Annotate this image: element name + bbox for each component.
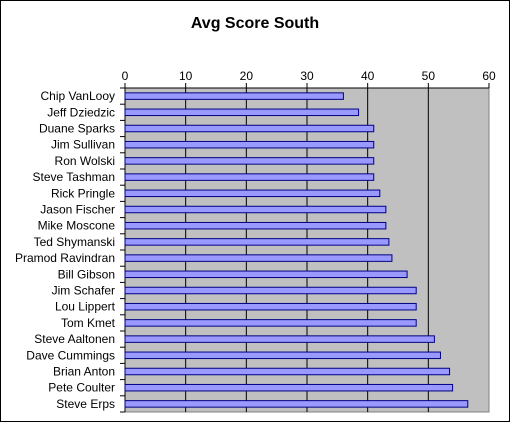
bar — [124, 108, 360, 117]
bar — [124, 157, 375, 165]
bar — [124, 335, 435, 343]
bar — [124, 140, 375, 149]
bar — [124, 367, 451, 376]
category-label: Jeff Dziedzic — [47, 105, 115, 119]
x-tick-label: 10 — [179, 69, 193, 83]
bar — [124, 254, 393, 262]
x-tick-label: 60 — [482, 69, 496, 83]
bar — [124, 189, 381, 198]
category-label: Ron Wolski — [55, 154, 115, 168]
bar — [124, 221, 387, 230]
chart-title: Avg Score South — [190, 15, 320, 32]
bar — [124, 205, 387, 214]
category-label: Dave Cummings — [26, 348, 115, 362]
category-label: Tom Kmet — [61, 316, 116, 330]
bar — [124, 302, 417, 311]
bar — [124, 400, 469, 408]
category-label: Jason Fischer — [40, 203, 115, 217]
x-tick-label: 0 — [122, 69, 129, 83]
bar — [124, 92, 344, 100]
category-label: Brian Anton — [53, 365, 115, 379]
x-tick-label: 30 — [300, 69, 314, 83]
x-tick-label: 40 — [361, 69, 375, 83]
category-label: Ted Shymanski — [34, 235, 115, 249]
category-label: Steve Erps — [56, 397, 115, 411]
x-tick-label: 20 — [240, 69, 254, 83]
category-label: Pete Coulter — [48, 381, 115, 395]
category-label: Rick Pringle — [51, 186, 115, 200]
category-label: Duane Sparks — [39, 122, 115, 136]
category-label: Jim Sullivan — [51, 138, 115, 152]
category-label: Pramod Ravindran — [15, 251, 115, 265]
bar — [124, 270, 408, 279]
bar — [124, 319, 417, 327]
category-label: Mike Moscone — [38, 219, 116, 233]
bar — [124, 238, 390, 246]
bar — [124, 173, 375, 181]
category-label: Steve Aaltonen — [34, 332, 115, 346]
category-label: Steve Tashman — [33, 170, 116, 184]
bar — [124, 286, 417, 295]
x-tick-label: 50 — [422, 69, 436, 83]
category-label: Lou Lippert — [55, 300, 116, 314]
category-label: Jim Schafer — [52, 284, 115, 298]
bar — [124, 351, 441, 360]
category-label: Chip VanLooy — [41, 89, 116, 103]
category-label: Bill Gibson — [58, 267, 115, 281]
bar — [124, 124, 375, 133]
bar — [124, 383, 454, 392]
